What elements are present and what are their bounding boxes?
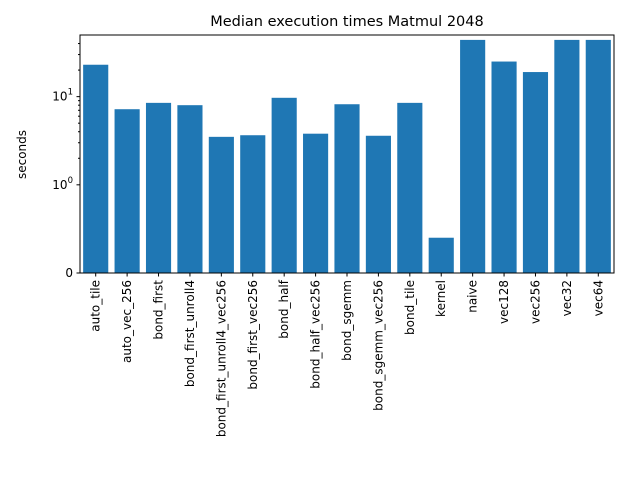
- x-tick-label: vec256: [528, 280, 542, 324]
- chart-title: Median execution times Matmul 2048: [210, 14, 483, 30]
- x-tick-label: bond_half_vec256: [309, 280, 323, 389]
- x-tick-label: bond_first_vec256: [246, 280, 260, 390]
- x-tick-label: bond_first_unroll4_vec256: [214, 280, 228, 437]
- y-axis: 0 100 101: [52, 43, 80, 280]
- x-tick-label: bond_tile: [403, 280, 417, 335]
- bar-bond_tile: [397, 102, 423, 274]
- bar-vec128: [491, 61, 517, 273]
- bar-vec64: [585, 39, 611, 274]
- x-tick-label: bond_half: [277, 279, 291, 338]
- bar-bond_first_unroll4: [177, 105, 203, 273]
- y-tick-label: 0: [65, 266, 73, 280]
- bar-kernel: [428, 237, 454, 273]
- x-tick-label: vec32: [560, 280, 574, 316]
- x-tick-label: auto_tile: [89, 280, 103, 332]
- bar-auto_tile: [83, 64, 109, 273]
- x-tick-label: bond_first_unroll4: [183, 280, 197, 387]
- x-tick-label: vec128: [497, 280, 511, 324]
- bar-bond_half_vec256: [303, 133, 329, 273]
- x-tick-label: auto_vec_256: [120, 280, 134, 363]
- bar-bond_half: [271, 97, 297, 273]
- y-tick-label: 100: [52, 176, 73, 192]
- x-tick-label: bond_sgemm_vec256: [371, 280, 385, 411]
- bar-bond_sgemm: [334, 104, 360, 273]
- bar-bond_sgemm_vec256: [365, 135, 391, 273]
- bar-naive: [460, 39, 486, 274]
- x-tick-label: bond_first: [152, 280, 166, 340]
- bar-bond_first_unroll4_vec256: [208, 136, 234, 273]
- bar-auto_vec_256: [114, 109, 140, 273]
- x-tick-label: naive: [466, 280, 480, 313]
- bar-vec256: [522, 72, 549, 273]
- y-tick-label: 101: [52, 88, 73, 104]
- bars-group: [83, 39, 611, 274]
- bar-bond_first: [145, 102, 172, 274]
- x-tick-label: bond_sgemm: [340, 280, 354, 361]
- plot-frame: [79, 34, 615, 274]
- y-axis-label: seconds: [15, 130, 29, 179]
- x-axis: auto_tile auto_vec_256 bond_first bond_firs…: [89, 273, 605, 437]
- bar-vec32: [554, 39, 580, 274]
- x-tick-label: kernel: [434, 280, 448, 317]
- bar-bond_first_vec256: [240, 135, 266, 273]
- x-tick-label: vec64: [591, 280, 605, 316]
